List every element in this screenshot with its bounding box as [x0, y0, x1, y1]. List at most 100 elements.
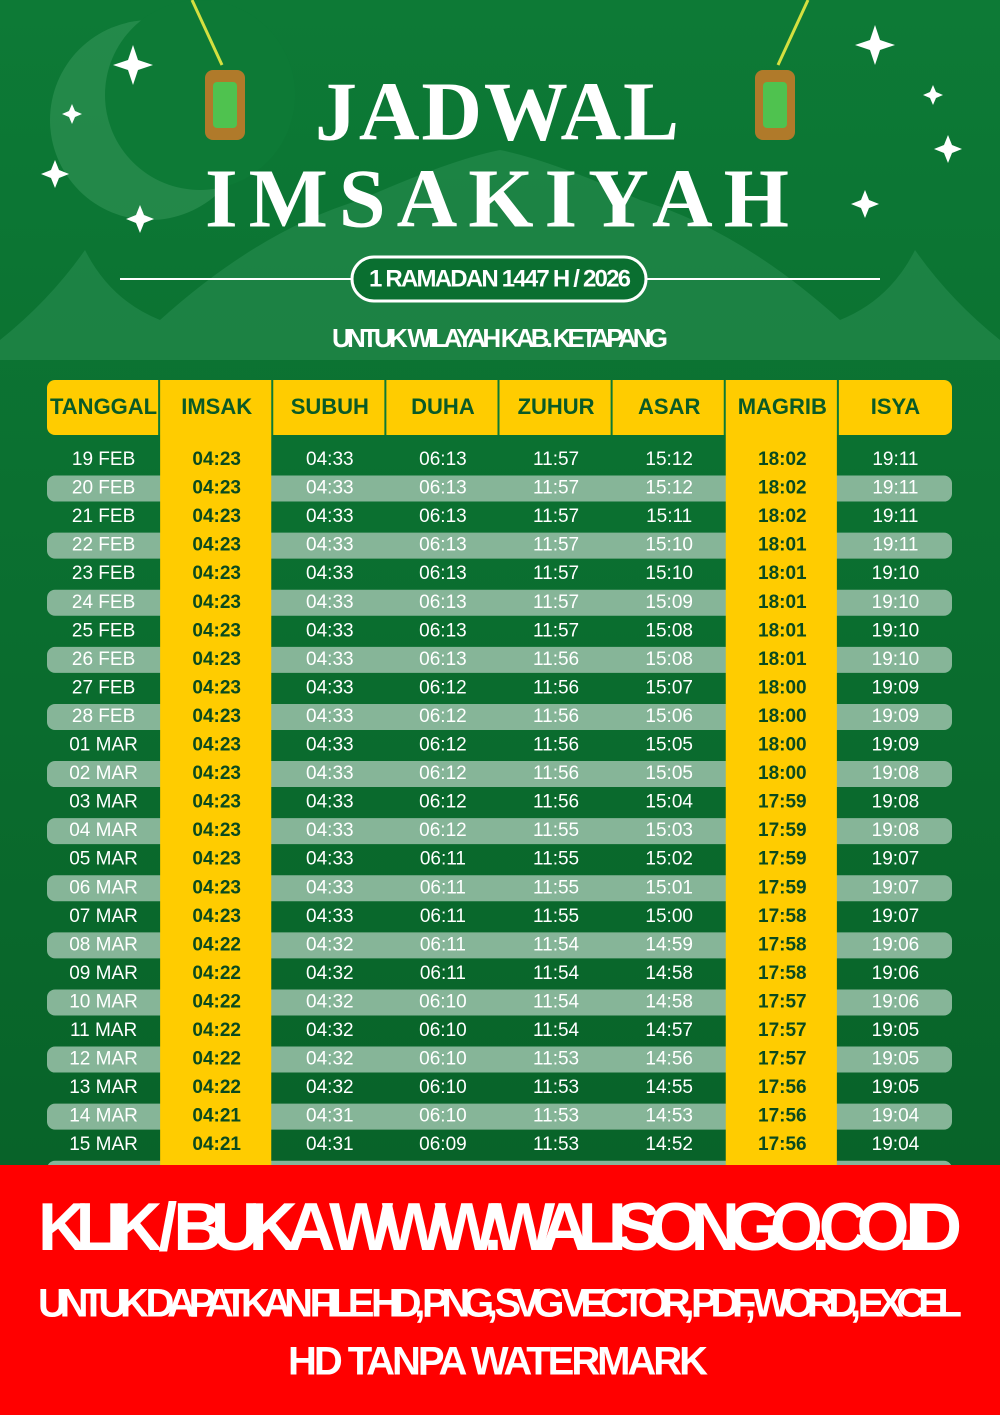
lantern-left	[190, 0, 245, 140]
table-cell: 06:10	[419, 1106, 467, 1127]
table-cell: 17:59	[758, 792, 807, 813]
table-cell: 04:33	[306, 677, 354, 698]
table-cell: 11:56	[533, 649, 579, 670]
table-cell: 11:54	[533, 1020, 580, 1041]
table-cell: 06:10	[419, 1020, 467, 1041]
table-cell: 18:00	[758, 735, 807, 756]
table-cell: 19:09	[872, 677, 920, 698]
column-header: ASAR	[638, 394, 700, 419]
table-cell: 18:00	[758, 706, 807, 727]
table-cell: 17:58	[758, 963, 807, 984]
table-cell: 11 MAR	[70, 1020, 137, 1041]
table-cell: 06:12	[419, 706, 467, 727]
table-cell: 04:31	[306, 1134, 354, 1155]
table-cell: 04:33	[306, 877, 354, 898]
table-cell: 06:10	[419, 1049, 467, 1070]
table-cell: 04:22	[192, 1049, 241, 1070]
table-cell: 06:12	[419, 763, 467, 784]
table-cell: 04:33	[306, 592, 354, 613]
table-cell: 04:33	[306, 478, 354, 499]
table-cell: 15:12	[645, 449, 693, 470]
table-cell: 15:05	[645, 735, 693, 756]
region: UNTUK WILAYAH KAB. KETAPANG	[332, 323, 668, 353]
table-cell: 18:00	[758, 677, 807, 698]
table-cell: 22 FEB	[72, 535, 135, 556]
table-cell: 19:08	[872, 820, 920, 841]
table-cell: 06:13	[419, 535, 467, 556]
table-cell: 19:10	[872, 620, 920, 641]
table-cell: 11:54	[533, 963, 580, 984]
table-cell: 11:56	[533, 735, 579, 756]
table-cell: 04:23	[192, 620, 241, 641]
column-header: ZUHUR	[518, 394, 595, 419]
table-cell: 04:23	[192, 706, 241, 727]
table-cell: 17:56	[758, 1106, 807, 1127]
table-cell: 15:05	[645, 763, 693, 784]
table-cell: 11:57	[533, 478, 579, 499]
table-cell: 11:53	[533, 1134, 579, 1155]
table-cell: 12 MAR	[69, 1049, 138, 1070]
table-cell: 25 FEB	[72, 620, 135, 641]
table-cell: 11:55	[533, 877, 579, 898]
table-cell: 18:01	[758, 535, 807, 556]
table-cell: 13 MAR	[69, 1077, 138, 1098]
table-cell: 04:33	[306, 649, 354, 670]
table-cell: 17:59	[758, 877, 807, 898]
table-cell: 23 FEB	[72, 563, 135, 584]
table-cell: 17:56	[758, 1134, 807, 1155]
table-cell: 04:23	[192, 449, 241, 470]
table-cell: 08 MAR	[69, 934, 138, 955]
table-cell: 11:54	[533, 934, 580, 955]
table-cell: 04:32	[306, 991, 354, 1012]
table-cell: 17:58	[758, 906, 807, 927]
table-cell: 04:33	[306, 506, 354, 527]
table-cell: 04:22	[192, 1077, 241, 1098]
column-header: SUBUH	[291, 394, 369, 419]
table-cell: 19:11	[872, 535, 918, 556]
table-cell: 06:13	[419, 592, 467, 613]
highlight-column	[725, 380, 837, 1165]
table-cell: 11:57	[533, 620, 579, 641]
table-cell: 04:21	[192, 1106, 241, 1127]
table-cell: 14:52	[645, 1134, 693, 1155]
table-cell: 11:57	[533, 535, 579, 556]
table-cell: 06:11	[420, 877, 466, 898]
table-cell: 06:10	[419, 991, 467, 1012]
table-cell: 04 MAR	[69, 820, 138, 841]
table-cell: 14:58	[645, 963, 693, 984]
table-cell: 11:53	[533, 1106, 579, 1127]
table-cell: 04:23	[192, 820, 241, 841]
table-cell: 14:59	[645, 934, 693, 955]
table-cell: 11:56	[533, 706, 579, 727]
subtitle-pill	[350, 255, 648, 303]
table-cell: 14:56	[645, 1049, 693, 1070]
table-cell: 19:05	[872, 1049, 920, 1070]
table-cell: 11:56	[533, 677, 579, 698]
table-cell: 04:23	[192, 735, 241, 756]
table-cell: 06 MAR	[69, 877, 138, 898]
table-cell: 04:23	[192, 649, 241, 670]
table-cell: 18:02	[758, 506, 807, 527]
table-cell: 19:08	[872, 792, 920, 813]
banner-line2: UNTUK DAPATKAN FILE HD, PNG, SVG VECTOR,…	[38, 1282, 962, 1326]
table-cell: 19:11	[872, 506, 918, 527]
column-header: IMSAK	[181, 394, 252, 419]
table-cell: 06:11	[420, 963, 466, 984]
table-cell: 14:57	[645, 1020, 693, 1041]
table-cell: 17:57	[758, 1020, 807, 1041]
table-cell: 18:01	[758, 592, 807, 613]
table-cell: 04:23	[192, 506, 241, 527]
table-cell: 15:10	[645, 535, 693, 556]
table-cell: 17:56	[758, 1077, 807, 1098]
table-cell: 01 MAR	[69, 735, 138, 756]
table-cell: 15:07	[645, 677, 693, 698]
table-cell: 15:10	[645, 563, 693, 584]
table-cell: 05 MAR	[69, 849, 138, 870]
table-cell: 06:13	[419, 620, 467, 641]
table-cell: 04:32	[306, 934, 354, 955]
table-cell: 26 FEB	[72, 649, 135, 670]
table-cell: 04:32	[306, 1049, 354, 1070]
table-cell: 15:00	[645, 906, 693, 927]
table-cell: 04:33	[306, 449, 354, 470]
table-cell: 04:21	[192, 1134, 241, 1155]
